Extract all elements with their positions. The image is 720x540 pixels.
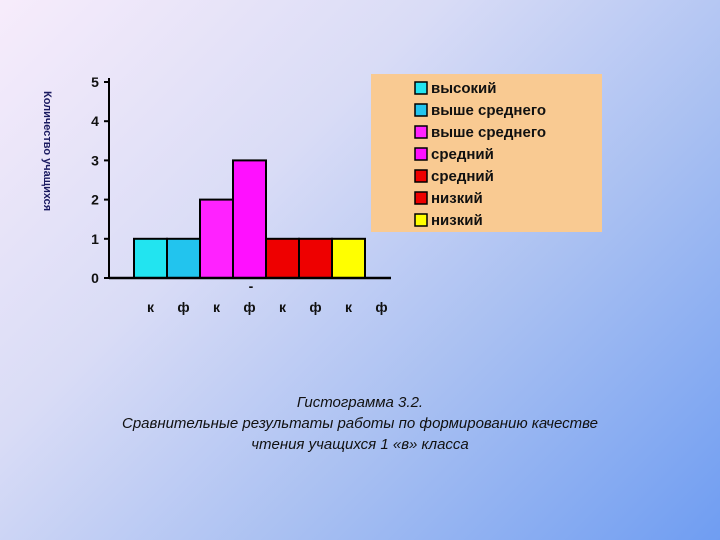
- y-tick-label-5: 5: [91, 74, 99, 90]
- legend-swatch-1: [414, 81, 428, 95]
- legend-label-7: низкий: [431, 212, 483, 229]
- bar-6: [298, 237, 333, 280]
- y-tick-label-0: 0: [91, 270, 99, 286]
- caption-line-1: Гистограмма 3.2.: [296, 394, 424, 411]
- legend-label-1: высокий: [431, 80, 497, 97]
- legend-label-5: средний: [431, 168, 494, 185]
- legend-swatch-2: [414, 103, 428, 117]
- legend-label-2: выше среднего: [431, 102, 546, 119]
- bar-5: [265, 237, 300, 280]
- legend: высокий выше среднего выше среднего средний…: [371, 74, 602, 232]
- legend-swatch-5: [414, 169, 428, 183]
- y-tick-label-4: 4: [91, 113, 99, 129]
- x-tick-label-7: к: [345, 299, 353, 315]
- x-tick-label-8: ф: [375, 299, 387, 315]
- caption-line-2: Сравнительные результаты работы по форми…: [121, 415, 598, 432]
- bar-7: [331, 237, 366, 280]
- legend-label-3: выше среднего: [431, 124, 546, 141]
- chart-caption: Гистограмма 3.2. Сравнительные результат…: [20, 392, 700, 455]
- legend-label-6: низкий: [431, 190, 483, 207]
- x-tick-label-5: к: [279, 299, 287, 315]
- bar-2: [166, 237, 201, 280]
- y-tick-label-2: 2: [91, 192, 99, 208]
- legend-swatch-4: [414, 147, 428, 161]
- bar-3: [199, 198, 234, 280]
- x-tick-label-3: к: [213, 299, 221, 315]
- center-mark: -: [249, 278, 254, 294]
- caption-line-3: чтения учащихся 1 «в» класса: [251, 436, 469, 453]
- legend-label-4: средний: [431, 146, 494, 163]
- y-tick-label-3: 3: [91, 152, 99, 168]
- bar-4: [232, 159, 267, 279]
- x-tick-label-6: ф: [309, 299, 321, 315]
- legend-swatch-7: [414, 213, 428, 227]
- x-tick-label-1: к: [147, 299, 155, 315]
- legend-swatch-3: [414, 125, 428, 139]
- legend-swatch-6: [414, 191, 428, 205]
- y-axis-label: Количество учащихся: [41, 91, 53, 211]
- legend-background: [371, 74, 602, 232]
- y-tick-label-1: 1: [91, 231, 99, 247]
- x-tick-label-2: ф: [177, 299, 189, 315]
- x-tick-label-4: ф: [243, 299, 255, 315]
- bar-1: [133, 237, 168, 280]
